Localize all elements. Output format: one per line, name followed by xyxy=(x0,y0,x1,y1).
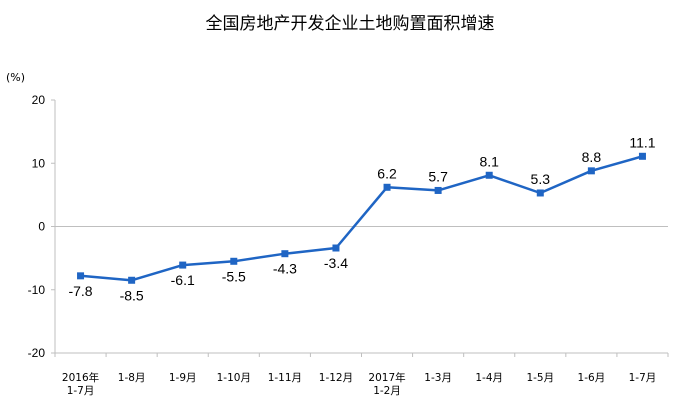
x-tick-label: 1-6月 xyxy=(578,372,606,384)
data-point xyxy=(587,167,595,175)
data-point xyxy=(179,261,187,269)
y-tick-label: -10 xyxy=(28,283,46,297)
data-label: 8.1 xyxy=(479,153,499,169)
x-tick-label: 1-4月 xyxy=(475,372,503,384)
data-label: -3.4 xyxy=(324,255,348,271)
data-point xyxy=(434,186,442,194)
data-point xyxy=(128,276,136,284)
y-tick-label: 10 xyxy=(32,156,46,170)
data-point xyxy=(638,152,646,160)
chart-title: 全国房地产开发企业土地购置面积增速 xyxy=(206,14,495,34)
y-tick-label: 0 xyxy=(38,220,45,234)
data-point xyxy=(230,257,238,265)
x-tick-label: 1-7月 xyxy=(629,372,657,384)
data-label: -6.1 xyxy=(171,272,195,288)
data-label: 6.2 xyxy=(377,165,397,181)
chart-marks: -7.8 -8.5 -6.1 -5.5 -4.3 -3.4 6.2 5.7 8.1 5.3 8.8 1… xyxy=(68,134,655,303)
x-tick-label: 1-12月 xyxy=(319,372,353,384)
x-tick-label: 1-7月 xyxy=(67,385,95,397)
data-point xyxy=(77,272,85,280)
data-label: -4.3 xyxy=(273,261,297,277)
data-point xyxy=(536,189,544,197)
data-label: -7.8 xyxy=(68,283,92,299)
series-line xyxy=(80,155,643,282)
data-point xyxy=(383,183,391,191)
x-tick-label: 2017年 xyxy=(368,371,405,384)
data-point xyxy=(332,244,340,252)
x-tick-label: 1-8月 xyxy=(118,372,146,384)
x-tick-label: 1-2月 xyxy=(373,385,401,397)
x-tick-label: 1-3月 xyxy=(424,372,452,384)
data-point xyxy=(485,171,493,179)
data-label: 5.3 xyxy=(531,171,551,187)
y-tick-label: -20 xyxy=(28,346,46,360)
data-label: -8.5 xyxy=(120,287,144,303)
data-label: 5.7 xyxy=(428,168,448,184)
data-label: 11.1 xyxy=(629,134,655,150)
x-tick-label: 1-9月 xyxy=(169,372,197,384)
data-label: 8.8 xyxy=(582,149,602,165)
data-label: -5.5 xyxy=(222,268,246,284)
x-tick-label: 1-10月 xyxy=(217,372,251,384)
data-point xyxy=(281,250,289,258)
y-axis-unit: (%) xyxy=(6,71,25,84)
x-tick-label: 1-5月 xyxy=(526,372,554,384)
x-tick-label: 2016年 xyxy=(62,371,99,384)
x-tick-label: 1-11月 xyxy=(268,372,302,384)
y-tick-label: 20 xyxy=(32,93,46,107)
